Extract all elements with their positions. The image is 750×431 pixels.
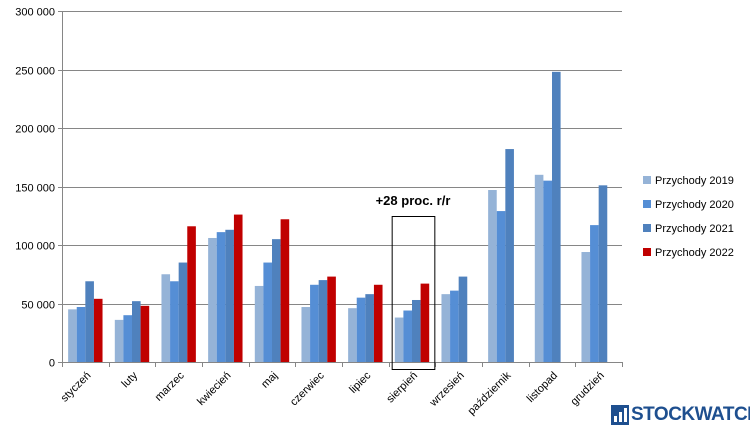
bar bbox=[348, 308, 357, 362]
category-label: październik bbox=[466, 369, 514, 417]
bar bbox=[373, 284, 383, 362]
y-tick-label: 300 000 bbox=[15, 7, 55, 19]
bar bbox=[420, 283, 430, 362]
y-tick-label: 0 bbox=[49, 358, 55, 370]
bar bbox=[140, 305, 150, 362]
category-label: listopad bbox=[525, 370, 560, 405]
annotation-label: +28 proc. r/r bbox=[376, 193, 451, 208]
category-label: styczeń bbox=[59, 370, 94, 405]
bar bbox=[93, 298, 103, 362]
bar bbox=[280, 219, 290, 362]
legend-swatch bbox=[643, 200, 651, 208]
bar bbox=[394, 317, 404, 362]
bar bbox=[161, 274, 171, 362]
category-label: grudzień bbox=[568, 370, 606, 408]
bar bbox=[216, 232, 226, 362]
bar bbox=[412, 299, 421, 362]
bar bbox=[534, 174, 544, 362]
bar bbox=[590, 225, 599, 362]
bar bbox=[170, 281, 179, 362]
bar bbox=[254, 285, 264, 362]
bar bbox=[114, 319, 124, 362]
legend-label: Przychody 2021 bbox=[655, 223, 734, 235]
legend: Przychody 2019 Przychody 2020 Przychody 20… bbox=[643, 175, 734, 259]
y-axis: 0 50 000 100 000 150 000 200 000 250 000 300 0… bbox=[15, 7, 63, 370]
y-tick-label: 200 000 bbox=[15, 124, 55, 136]
bar bbox=[310, 284, 319, 362]
bar bbox=[543, 180, 552, 362]
bar bbox=[301, 307, 311, 362]
bar bbox=[458, 276, 468, 362]
bar bbox=[356, 297, 366, 362]
category-label: luty bbox=[120, 369, 141, 390]
bar bbox=[403, 310, 412, 362]
legend-swatch bbox=[643, 224, 651, 232]
bar bbox=[598, 185, 608, 362]
category-label: kwiecień bbox=[195, 370, 233, 408]
bar bbox=[318, 280, 328, 362]
bar bbox=[365, 294, 374, 362]
bar bbox=[233, 214, 243, 362]
bar bbox=[581, 252, 591, 362]
gridlines bbox=[62, 11, 622, 305]
category-label: maj bbox=[259, 370, 280, 391]
bar bbox=[488, 190, 497, 362]
category-label: wrzesień bbox=[427, 370, 467, 410]
legend-label: Przychody 2019 bbox=[655, 175, 734, 187]
bar bbox=[327, 276, 336, 362]
x-axis: styczeń luty marzec kwiecień maj czerwiec lipi… bbox=[59, 362, 623, 417]
bar bbox=[263, 262, 272, 362]
category-label: czerwiec bbox=[288, 369, 327, 408]
y-tick-label: 50 000 bbox=[21, 300, 55, 312]
stockwatch-logo-text: STOCKWATCH bbox=[631, 404, 750, 425]
y-tick-label: 250 000 bbox=[15, 66, 55, 78]
bar bbox=[132, 301, 141, 362]
bars bbox=[68, 71, 608, 362]
bar bbox=[178, 262, 188, 362]
y-tick-label: 100 000 bbox=[15, 241, 55, 253]
annotation-box bbox=[391, 216, 436, 370]
category-label: lipiec bbox=[347, 369, 374, 396]
bar bbox=[505, 149, 514, 362]
bar bbox=[123, 315, 132, 362]
bar bbox=[272, 239, 281, 362]
bar bbox=[76, 307, 86, 362]
legend-label: Przychody 2020 bbox=[655, 199, 734, 211]
bar bbox=[208, 237, 217, 362]
bar bbox=[552, 71, 561, 362]
stockwatch-logo-icon bbox=[611, 405, 629, 425]
bar bbox=[496, 211, 506, 362]
annotation: +28 proc. r/r bbox=[376, 193, 451, 370]
bar bbox=[225, 229, 234, 362]
stockwatch-logo: STOCKWATCH bbox=[611, 403, 750, 427]
bar bbox=[68, 309, 77, 362]
bar bbox=[187, 226, 196, 362]
bar bbox=[441, 294, 451, 362]
y-tick-label: 150 000 bbox=[15, 183, 55, 195]
legend-label: Przychody 2022 bbox=[655, 247, 734, 259]
bar bbox=[85, 281, 94, 362]
category-label: marzec bbox=[153, 369, 187, 403]
bar bbox=[450, 290, 459, 362]
legend-swatch bbox=[643, 248, 651, 256]
legend-swatch bbox=[643, 176, 651, 184]
category-label: sierpień bbox=[384, 370, 420, 406]
